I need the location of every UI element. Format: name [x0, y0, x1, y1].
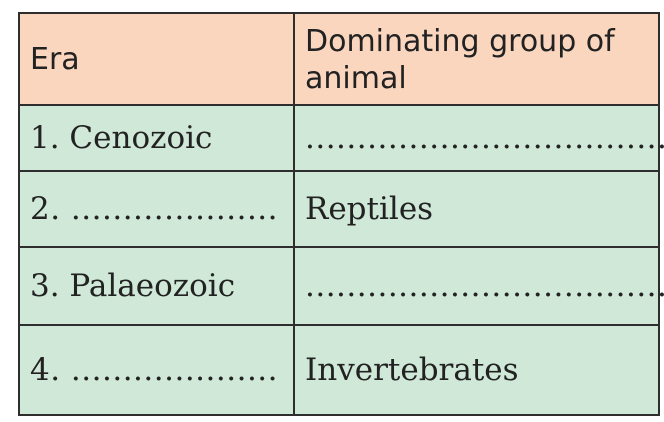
cell-group-1-blank: ................................... [293, 104, 664, 172]
header-era: Era [18, 12, 295, 106]
table-row: 2. .................... Reptiles [18, 170, 660, 248]
table-header-row: Era Dominating group of animal [18, 12, 660, 106]
cell-group-4: Invertebrates [293, 324, 660, 416]
cell-era-2-blank: 2. .................... [18, 170, 295, 248]
table-row: 4. .................... Invertebrates [18, 324, 660, 416]
table-row: 1. Cenozoic ............................… [18, 104, 664, 172]
cell-group-2: Reptiles [293, 170, 660, 248]
cell-era-4-blank: 4. .................... [18, 324, 295, 416]
era-animal-table: Era Dominating group of animal 1. Cenozo… [18, 12, 664, 416]
cell-group-3-blank: ................................... [293, 246, 664, 326]
header-dominating-group: Dominating group of animal [293, 12, 660, 106]
cell-era-3: 3. Palaeozoic [18, 246, 295, 326]
table-row: 3. Palaeozoic ..........................… [18, 246, 664, 326]
cell-era-1: 1. Cenozoic [18, 104, 295, 172]
